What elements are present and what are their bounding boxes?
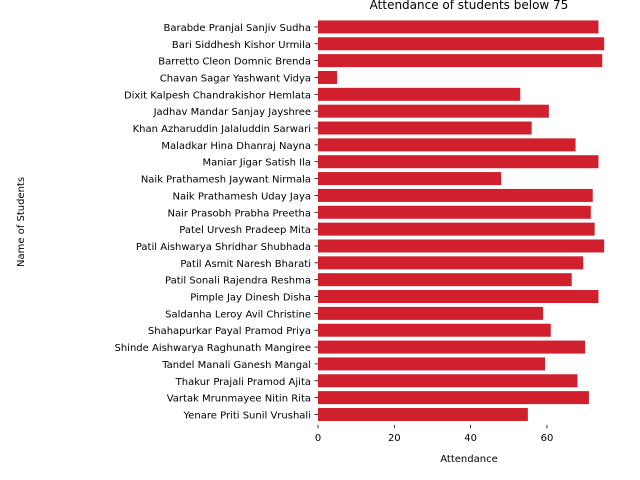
bar-2 [318,54,603,68]
y-tick-label-13: Patil Aishwarya Shridhar Shubhada [136,242,311,253]
bar-0 [318,20,599,34]
bar-21 [318,374,578,388]
bar-4 [318,87,521,101]
x-tick-label-1: 20 [388,433,401,444]
y-tick-label-0: Barabde Pranjal Sanjiv Sudha [163,23,311,34]
bar-14 [318,256,584,270]
y-tick-label-7: Maladkar Hina Dhanraj Nayna [161,141,311,152]
bar-20 [318,357,546,371]
y-tick-label-10: Naik Prathamesh Uday Jaya [173,191,311,202]
x-tick-label-2: 40 [464,433,477,444]
bar-16 [318,290,599,304]
y-tick-label-11: Nair Prasobh Prabha Preetha [168,208,312,219]
bar-10 [318,188,593,202]
bar-15 [318,273,572,287]
bar-18 [318,323,551,337]
bar-23 [318,407,528,421]
y-tick-label-3: Chavan Sagar Yashwant Vidya [160,73,311,84]
x-tick-label-3: 60 [541,433,554,444]
y-tick-label-12: Patel Urvesh Pradeep Mita [179,225,311,236]
y-tick-label-14: Patil Asmit Naresh Bharati [180,259,311,270]
y-tick-label-9: Naik Prathamesh Jaywant Nirmala [141,175,311,186]
x-tick-label-0: 0 [315,433,321,444]
bar-5 [318,104,549,118]
y-tick-label-16: Pimple Jay Dinesh Disha [190,293,311,304]
bar-12 [318,222,595,236]
bar-19 [318,340,586,354]
chart-title: Attendance of students below 75 [370,0,569,12]
bar-1 [318,37,605,51]
y-tick-label-22: Vartak Mrunmayee Nitin Rita [167,394,311,405]
x-axis: 0 20 40 60 [315,424,554,444]
y-tick-label-15: Patil Sonali Rajendra Reshma [165,276,311,287]
y-tick-label-5: Jadhav Mandar Sanjay Jayshree [153,107,311,118]
y-tick-label-19: Shinde Aishwarya Raghunath Mangiree [115,343,312,354]
y-tick-label-17: Saldanha Leroy Avil Christine [165,309,311,320]
bar-3 [318,70,338,84]
y-tick-label-2: Barretto Cleon Domnic Brenda [158,57,311,68]
y-tick-label-1: Bari Siddhesh Kishor Urmila [172,40,311,51]
bar-13 [318,239,605,253]
bars-group [318,20,605,421]
bar-11 [318,205,591,219]
y-tick-label-18: Shahapurkar Payal Pramod Priya [148,326,311,337]
bar-6 [318,121,532,135]
bar-8 [318,155,599,169]
x-axis-label: Attendance [440,454,497,465]
y-tick-label-21: Thakur Prajali Pramod Ajita [175,377,311,388]
bar-9 [318,172,502,186]
y-tick-label-23: Yenare Priti Sunil Vrushali [182,410,311,421]
y-tick-label-20: Tandel Manali Ganesh Mangal [161,360,311,371]
bar-7 [318,138,576,152]
y-tick-label-6: Khan Azharuddin Jalaluddin Sarwari [133,124,311,135]
y-axis-label: Name of Students [16,177,27,267]
bar-22 [318,391,589,405]
y-tick-labels: Barabde Pranjal Sanjiv Sudha Bari Siddhes… [115,23,318,421]
y-tick-label-8: Maniar Jigar Satish Ila [202,158,311,169]
bar-17 [318,306,544,320]
y-tick-label-4: Dixit Kalpesh Chandrakishor Hemlata [124,90,311,101]
